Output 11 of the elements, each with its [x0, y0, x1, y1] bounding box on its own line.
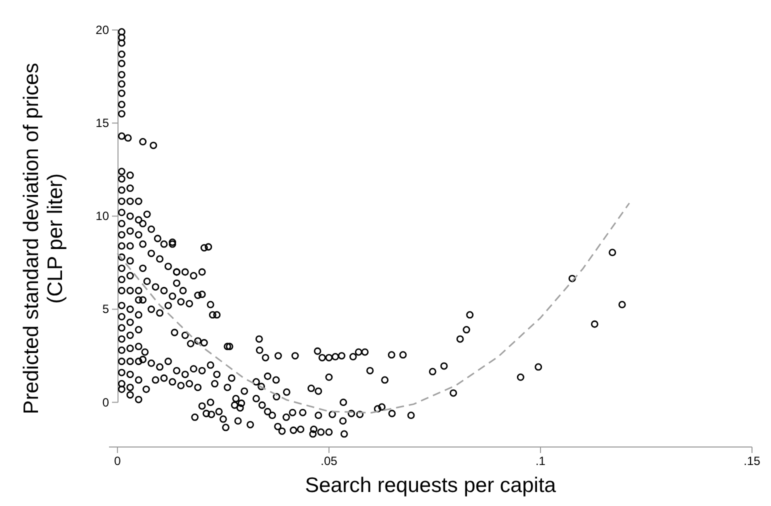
- x-tick-label: .15: [744, 454, 761, 468]
- x-axis-title: Search requests per capita: [305, 474, 556, 497]
- y-tick-label: 15: [96, 116, 110, 130]
- y-tick-label: 20: [96, 23, 110, 37]
- x-tick-label: 0: [114, 454, 122, 468]
- y-axis-title: Predicted standard deviation of prices (CLP per liter): [20, 62, 67, 414]
- y-tick-label: 10: [96, 209, 110, 224]
- y-tick-label: 5: [102, 302, 110, 316]
- x-tick-label: .05: [320, 454, 338, 468]
- x-tick-label: .1: [535, 454, 546, 468]
- y-tick-label: 0: [102, 395, 110, 410]
